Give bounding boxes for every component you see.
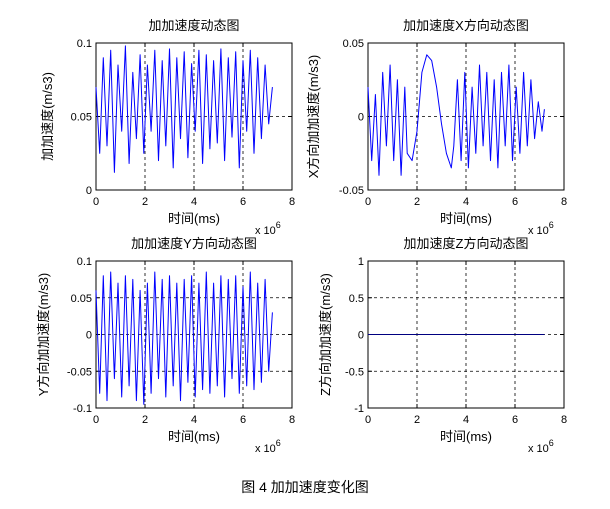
y-tick-label: 0 [86, 330, 92, 342]
x-tick-label: 6 [240, 196, 246, 208]
panel-jerk-total: 0 2 4 6 800.050.1 加加速度动态图 时间(ms) 加加速度(m/s3) … [40, 18, 295, 237]
y-tick-label: 0.5 [349, 293, 364, 305]
x-tick-label: 6 [512, 196, 518, 208]
plot-title: 加加速度动态图 [148, 18, 239, 33]
y-tick-label: 0.05 [343, 38, 364, 50]
y-axis-label: X方向加加速度(m/s3) [306, 55, 321, 179]
panel-jerk-y: 0 2 4 6 8 -0.1 -0.05 0 0.05 0.1 加加速度Y方向动态图 时间(ms)… [36, 236, 295, 455]
y-tick-label: -0.05 [339, 185, 364, 197]
x-axis-label: 时间(ms) [168, 211, 220, 226]
plot-title: 加加速度Z方向动态图 [404, 236, 529, 251]
y-tick-label: 0 [86, 185, 92, 197]
y-tick-label: 0.1 [77, 256, 92, 268]
x-tick-label: 0 [93, 414, 99, 426]
y-tick-label: -0.5 [345, 366, 364, 378]
x-tick-label: 4 [191, 414, 197, 426]
figure-caption: 图 4 加加速度变化图 [241, 479, 369, 495]
plot-title: 加加速度X方向动态图 [403, 18, 529, 33]
x-tick-label: 4 [463, 414, 469, 426]
y-tick-label: 0.1 [77, 38, 92, 50]
x-tick-label: 6 [512, 414, 518, 426]
y-tick-label: 0 [358, 112, 364, 124]
x-multiplier-label: x 106 [528, 438, 554, 455]
x-tick-label: 2 [414, 414, 420, 426]
y-tick-label: 1 [358, 256, 364, 268]
x-tick-label: 0 [365, 196, 371, 208]
plot-title: 加加速度Y方向动态图 [131, 236, 257, 251]
x-tick-label: 2 [142, 414, 148, 426]
x-tick-label: 8 [561, 196, 567, 208]
x-tick-label: 4 [463, 196, 469, 208]
series-line [95, 45, 273, 173]
x-multiplier-label: x 106 [255, 438, 281, 455]
x-tick-label: 8 [289, 196, 295, 208]
series-line [367, 54, 545, 176]
x-tick-label: 2 [414, 196, 420, 208]
y-axis-label: Y方向加加速度(m/s3) [36, 273, 51, 397]
x-tick-label: 0 [93, 196, 99, 208]
panel-jerk-z: 0 2 4 6 8 -1 -0.5 0 0.5 1 加加速度Z方向动态图 时间(ms) Z方向加加… [318, 236, 567, 455]
x-multiplier-label: x 106 [255, 220, 281, 237]
y-tick-label: 0.05 [71, 112, 92, 124]
x-tick-label: 2 [142, 196, 148, 208]
x-tick-label: 6 [240, 414, 246, 426]
y-tick-label: -1 [354, 403, 364, 415]
y-tick-label: 0 [358, 330, 364, 342]
y-axis-label: 加加速度(m/s3) [40, 72, 55, 161]
y-tick-label: 0.05 [71, 293, 92, 305]
y-tick-label: -0.05 [67, 366, 92, 378]
x-tick-label: 4 [191, 196, 197, 208]
x-tick-label: 8 [561, 414, 567, 426]
x-tick-label: 0 [365, 414, 371, 426]
series-line [95, 271, 273, 405]
x-multiplier-label: x 106 [528, 220, 554, 237]
y-tick-label: -0.1 [73, 403, 92, 415]
x-axis-label: 时间(ms) [440, 429, 492, 444]
y-axis-label: Z方向加加速度(m/s3) [318, 273, 333, 396]
x-axis-label: 时间(ms) [168, 429, 220, 444]
x-tick-label: 8 [289, 414, 295, 426]
x-axis-label: 时间(ms) [440, 211, 492, 226]
